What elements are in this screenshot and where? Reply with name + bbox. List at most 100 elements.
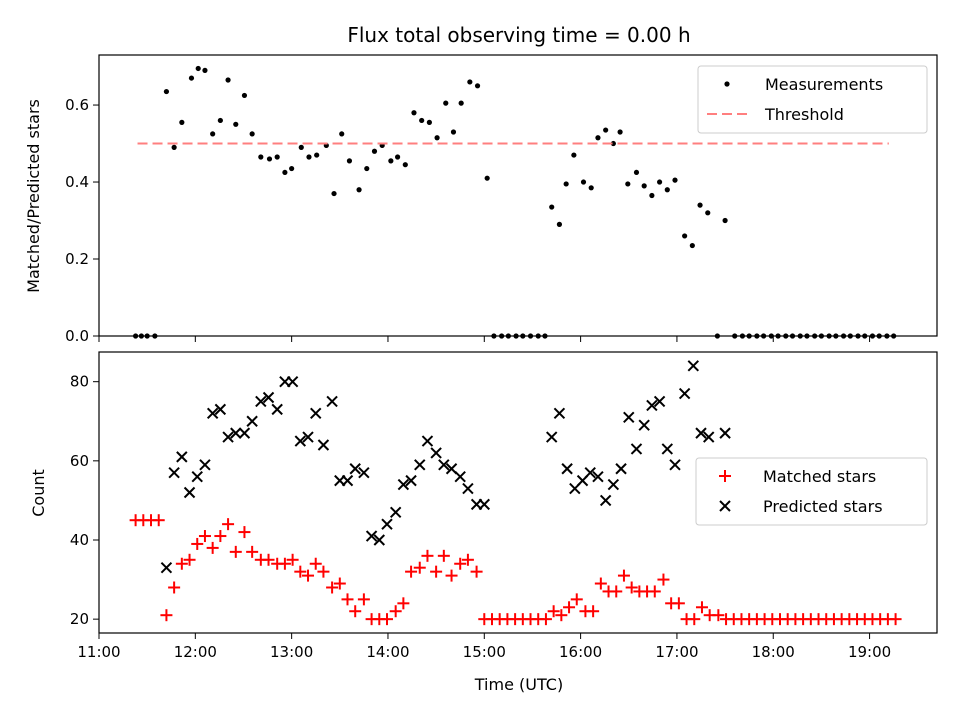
matched-star-point xyxy=(405,565,418,578)
measurement-point xyxy=(274,154,280,160)
predicted-star-point xyxy=(669,459,681,471)
predicted-stars-points xyxy=(160,360,731,574)
predicted-star-point xyxy=(326,395,338,408)
predicted-star-point xyxy=(168,467,180,479)
matched-star-point xyxy=(594,577,607,590)
predicted-star-point xyxy=(615,463,627,475)
predicted-star-point xyxy=(703,431,715,443)
matched-star-point xyxy=(712,609,725,622)
matched-star-point xyxy=(555,609,568,622)
matched-star-point xyxy=(657,573,670,586)
x-tick-label: 14:00 xyxy=(366,643,409,661)
matched-star-point xyxy=(317,565,330,578)
measurement-point xyxy=(388,158,394,164)
measurement-point xyxy=(195,65,201,72)
y-tick-label: 60 xyxy=(70,452,89,470)
matched-star-point xyxy=(688,613,701,626)
x-tick-label: 13:00 xyxy=(270,643,313,661)
predicted-star-point xyxy=(183,486,196,499)
predicted-star-point xyxy=(365,530,378,542)
bottom-legend: Matched stars Predicted stars xyxy=(695,457,928,526)
measurement-point xyxy=(458,100,464,106)
top-plot-frame xyxy=(98,54,938,337)
predicted-star-point xyxy=(176,451,188,463)
matched-star-point xyxy=(672,597,685,610)
matched-star-point xyxy=(889,613,902,626)
top-legend: Measurements Threshold xyxy=(697,65,928,134)
matched-star-point xyxy=(695,601,708,614)
predicted-star-point xyxy=(561,463,573,475)
measurement-point xyxy=(563,181,569,187)
legend-threshold-label: Threshold xyxy=(764,105,844,124)
matched-star-point xyxy=(547,605,560,618)
predicted-star-point xyxy=(199,459,211,471)
measurement-point xyxy=(705,210,711,216)
x-tick-label: 16:00 xyxy=(559,643,602,661)
matched-star-point xyxy=(206,541,219,554)
predicted-star-point xyxy=(462,482,474,495)
predicted-star-point xyxy=(310,407,322,420)
measurement-point xyxy=(625,181,631,187)
predicted-star-point xyxy=(358,467,370,479)
bottom-y-axis-label: Count xyxy=(29,469,48,517)
predicted-star-point xyxy=(341,474,354,487)
predicted-star-point xyxy=(214,403,227,416)
top-panel: 0.0 0.2 0.4 0.6 Matched/Predicted stars Mea… xyxy=(24,54,938,345)
measurement-point xyxy=(556,221,563,227)
measurement-point xyxy=(617,129,623,135)
matched-star-point xyxy=(294,565,307,578)
matched-star-point xyxy=(397,597,410,610)
matched-star-point xyxy=(437,549,450,562)
predicted-star-point xyxy=(349,463,361,475)
measurement-point xyxy=(588,185,594,191)
measurement-point xyxy=(426,119,432,125)
predicted-star-point xyxy=(454,470,466,483)
y-tick-label: 40 xyxy=(70,531,89,549)
measurement-point xyxy=(188,75,195,81)
predicted-star-point xyxy=(397,478,410,491)
matched-star-point xyxy=(286,553,299,566)
predicted-star-point xyxy=(478,498,490,511)
measurement-point xyxy=(364,165,370,172)
x-tick-label: 19:00 xyxy=(848,643,891,661)
measurement-point xyxy=(434,135,440,141)
measurement-point xyxy=(610,140,616,147)
measurement-point xyxy=(241,92,248,99)
matched-star-point xyxy=(191,537,204,550)
matched-star-point xyxy=(357,593,370,606)
y-tick-label: 0.0 xyxy=(65,327,89,345)
measurement-point xyxy=(258,154,264,160)
bottom-legend-box xyxy=(695,457,928,526)
predicted-star-point xyxy=(546,431,558,443)
matched-star-point xyxy=(617,569,630,582)
matched-star-point xyxy=(454,557,467,570)
matched-star-point xyxy=(152,514,165,527)
measurement-point xyxy=(179,119,185,125)
matched-star-point xyxy=(168,581,181,594)
measurement-point xyxy=(656,179,663,185)
measurement-point xyxy=(474,83,481,89)
bottom-plot-frame xyxy=(98,351,938,634)
predicted-star-point xyxy=(638,419,650,431)
predicted-star-point xyxy=(206,407,219,420)
x-tick-label: 17:00 xyxy=(655,643,698,661)
matched-star-point xyxy=(461,553,474,566)
measurement-point xyxy=(484,175,490,181)
matched-star-point xyxy=(222,518,235,531)
matched-star-point xyxy=(333,577,346,590)
measurement-point xyxy=(331,190,337,197)
predicted-star-point xyxy=(246,415,258,427)
predicted-star-point xyxy=(317,439,330,451)
predicted-star-point xyxy=(719,427,731,439)
measurement-point xyxy=(289,165,295,172)
matched-star-point xyxy=(539,613,552,626)
matched-stars-points xyxy=(129,514,902,626)
legend-matched-label: Matched stars xyxy=(763,467,876,486)
measurement-point xyxy=(210,131,216,137)
measurement-point xyxy=(682,233,688,239)
top-legend-box xyxy=(697,65,928,134)
predicted-star-point xyxy=(695,427,707,439)
x-axis-label: Time (UTC) xyxy=(474,675,563,694)
measurement-point xyxy=(467,79,473,85)
